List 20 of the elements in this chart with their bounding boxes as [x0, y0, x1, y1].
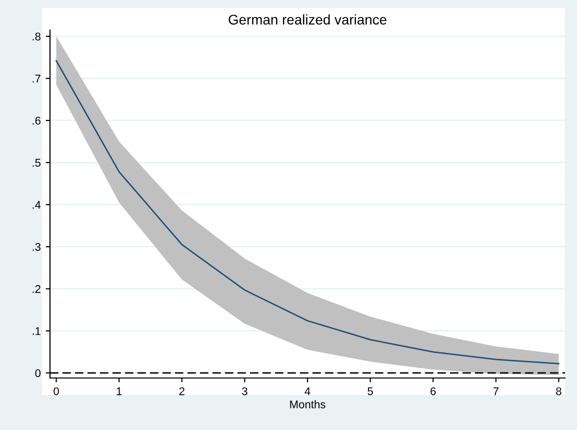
x-axis-title: Months	[290, 400, 326, 408]
x-tick-label: 7	[493, 387, 498, 396]
y-tick-label: .4	[32, 201, 41, 209]
y-tick-label: .1	[32, 327, 40, 335]
x-tick-label: 6	[430, 387, 436, 396]
y-tick-label: .6	[32, 116, 40, 125]
x-tick-label: 2	[179, 387, 184, 396]
x-tick-label: 3	[242, 387, 248, 396]
x-tick-label: 8	[556, 387, 562, 396]
y-tick-label: .7	[32, 74, 40, 82]
y-tick-label: .8	[32, 32, 40, 40]
y-tick-label: .5	[32, 158, 41, 167]
y-tick-label: .2	[32, 285, 40, 293]
x-tick-label: 1	[116, 387, 122, 396]
y-tick-label: 0	[35, 369, 41, 378]
y-tick-label: .3	[32, 242, 40, 251]
x-tick-label: 4	[304, 387, 310, 396]
chart-title: German realized variance	[228, 14, 386, 25]
x-tick-label: 0	[54, 387, 59, 396]
x-tick-label: 5	[368, 387, 373, 396]
